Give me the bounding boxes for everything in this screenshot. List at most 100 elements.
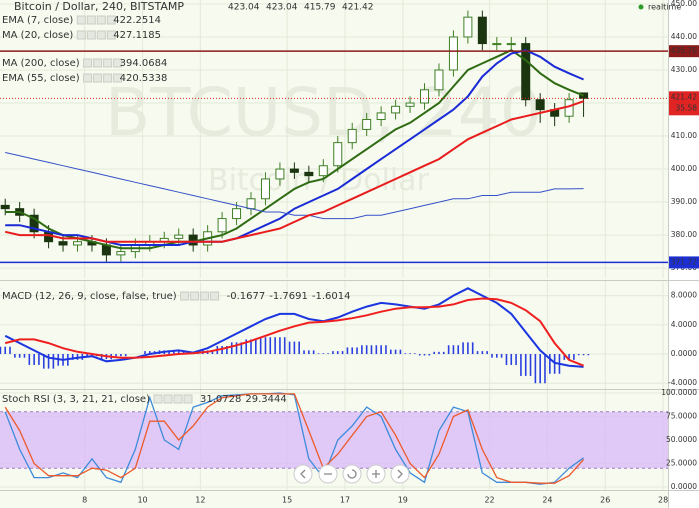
legend-icon (76, 30, 86, 40)
price-badge-label: 421.42 (671, 92, 697, 101)
y-tick-label: 380.00 (671, 230, 697, 239)
scroll-right-button[interactable] (390, 464, 410, 484)
legend-name: EMA (7, close) (2, 15, 73, 26)
candle-body (232, 208, 242, 220)
legend-value: 420.5338 (120, 73, 168, 84)
y-tick-label: 75.0000 (666, 412, 697, 421)
ohlc-value: 423.04 (266, 3, 298, 13)
y-tick-label: 4.0000 (671, 320, 697, 329)
scroll-left-button[interactable] (293, 464, 313, 484)
realtime-label: realtime (648, 3, 681, 12)
legend-icon (173, 394, 183, 404)
x-tick-label: 15 (282, 496, 292, 505)
y-tick-label: 0.0000 (671, 482, 697, 491)
y-tick-label: 0.0000 (671, 349, 697, 358)
band (0, 411, 668, 469)
candle-body (347, 128, 357, 144)
legend-value: 427.1185 (113, 30, 161, 41)
legend-value: 422.2514 (113, 15, 161, 26)
legend-icon (190, 291, 200, 301)
candle-body (420, 89, 430, 104)
legend-icon (106, 15, 116, 25)
legend-icon (163, 394, 173, 404)
plot-area (0, 0, 668, 490)
x-tick-label: 10 (137, 496, 147, 505)
y-tick-label: 450.00 (671, 0, 697, 8)
legend-value: -0.1677 (227, 291, 266, 302)
y-tick-label: 100.0000 (661, 388, 697, 397)
legend-icon (183, 394, 193, 404)
candle-body (463, 16, 473, 38)
x-tick-label: 22 (484, 496, 494, 505)
candle-body (318, 165, 328, 177)
candle-body (58, 241, 68, 246)
legend-icon (103, 58, 113, 68)
candle-body (116, 251, 126, 256)
price-badge (669, 45, 699, 58)
price-badge (669, 256, 699, 269)
legend-icon (113, 58, 123, 68)
y-tick-label: 25.0000 (666, 458, 697, 467)
y-tick-label: -4.0000 (668, 378, 697, 387)
x-tick-label: 19 (398, 496, 408, 505)
legend-name: MA (20, close) (2, 30, 73, 41)
legend-icon (76, 15, 86, 25)
legend-name: MACD (12, 26, 9, close, false, true) (2, 291, 177, 302)
candle-body (492, 43, 502, 46)
candle-body (72, 241, 82, 246)
candle-body (246, 198, 256, 210)
legend-name: EMA (55, close) (2, 73, 80, 84)
legend-icon (210, 291, 220, 301)
legend-value: 31.0728 (200, 394, 241, 405)
legend-value: -1.7691 (269, 291, 308, 302)
legend-name: Stoch RSI (3, 3, 21, 21, close) (2, 394, 150, 405)
countdown-label: 35.58 (676, 103, 698, 112)
price-badge-label: 371.72 (671, 257, 697, 266)
y-tick-label: 400.00 (671, 164, 697, 173)
candle-body (391, 105, 401, 114)
legend-name: MA (200, close) (2, 58, 80, 69)
legend-icon (86, 30, 96, 40)
candle-body (29, 214, 39, 233)
candle-body (289, 168, 299, 173)
x-tick-label: 8 (82, 496, 87, 505)
legend-icon (113, 73, 123, 83)
x-tick-label: 12 (195, 496, 205, 505)
legend-icon (93, 73, 103, 83)
legend-icon (86, 15, 96, 25)
candle-body (333, 142, 343, 167)
legend-icon (93, 58, 103, 68)
reset-button[interactable] (342, 464, 362, 484)
y-tick-label: 410.00 (671, 131, 697, 140)
y-tick-label: 430.00 (671, 65, 697, 74)
candle-body (405, 102, 415, 107)
legend-value: 29.3444 (245, 394, 286, 405)
y-tick-label: 50.0000 (666, 435, 697, 444)
candle-body (376, 112, 386, 121)
candle-body (217, 218, 227, 233)
indicator-line (4, 100, 584, 243)
candle-body (0, 204, 10, 210)
ohlc-value: 423.04 (228, 3, 260, 13)
legend-value: -1.6014 (312, 291, 351, 302)
status-dot (638, 4, 644, 10)
candle-body (535, 99, 545, 111)
candle-body (188, 234, 198, 246)
x-tick-label: 26 (600, 496, 610, 505)
signal-line (4, 297, 584, 367)
candle-body (477, 16, 487, 45)
y-tick-label: 390.00 (671, 197, 697, 206)
price-badge (669, 91, 699, 116)
legend-icon (106, 30, 116, 40)
x-tick-label: 24 (542, 496, 552, 505)
candle-body (304, 171, 314, 177)
legend-icon (96, 30, 106, 40)
ohlc-value: 415.79 (304, 3, 336, 13)
legend-icon (180, 291, 190, 301)
candle-body (362, 119, 372, 130)
x-tick-label: 17 (340, 496, 350, 505)
candle-body (564, 99, 574, 117)
legend-icon (83, 58, 93, 68)
